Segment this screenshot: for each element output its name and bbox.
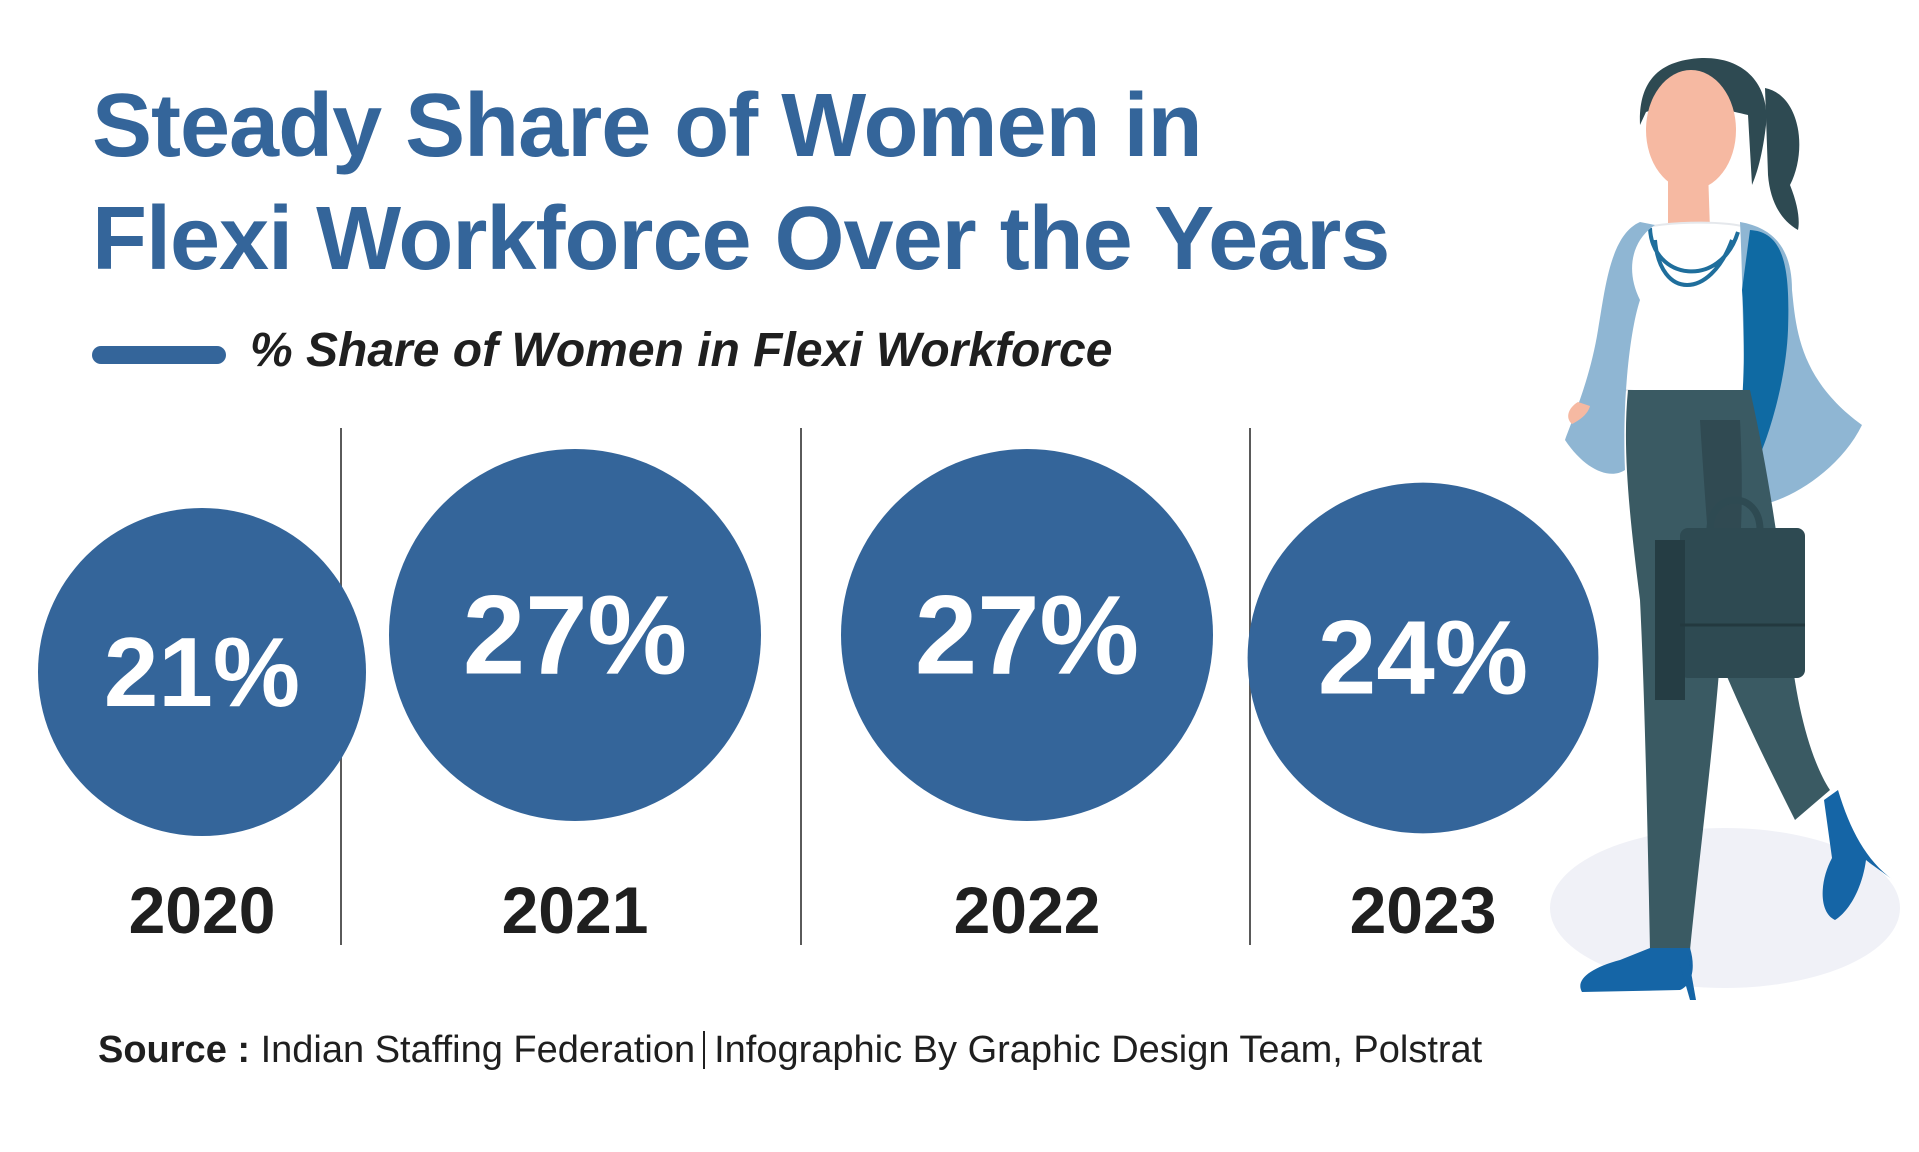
source-footer: Source : Indian Staffing Federation Infog… <box>98 1026 1482 1074</box>
title-line-2: Flexi Workforce Over the Years <box>92 189 1390 289</box>
briefcase <box>1680 528 1805 678</box>
face <box>1646 70 1736 190</box>
value-label-2022: 27% <box>915 573 1139 698</box>
bubble-2021 <box>389 449 761 821</box>
left-hand <box>1568 402 1590 424</box>
bubble-2020 <box>38 508 366 836</box>
briefcase-side <box>1655 540 1685 700</box>
value-label-2023: 24% <box>1318 600 1528 717</box>
bubble-2022 <box>841 449 1213 821</box>
legend-line-swatch <box>92 346 226 364</box>
title-line-1: Steady Share of Women in <box>92 76 1203 176</box>
bubble-2023 <box>1247 482 1599 834</box>
heel-back <box>1680 955 1696 1000</box>
blouse <box>1623 221 1757 395</box>
value-label-2020: 21% <box>104 617 300 727</box>
year-label-2023: 2023 <box>1350 873 1497 947</box>
footer-separator <box>703 1031 706 1069</box>
shoe-back <box>1580 948 1693 992</box>
source-label: Source : <box>98 1029 251 1071</box>
credit-text: Infographic By Graphic Design Team, Pols… <box>714 1029 1483 1071</box>
chart-title: Steady Share of Women in Flexi Workforce… <box>92 70 1592 296</box>
shoe-front <box>1822 790 1893 920</box>
legend-label: % Share of Women in Flexi Workforce <box>250 324 1113 377</box>
briefcase-handle <box>1706 496 1764 531</box>
year-label-2022: 2022 <box>954 873 1101 947</box>
year-label-2021: 2021 <box>502 873 649 947</box>
woman-with-briefcase-illustration <box>1550 57 1900 1000</box>
value-label-2021: 27% <box>463 573 687 698</box>
year-label-2020: 2020 <box>129 873 276 947</box>
ground-shadow <box>1550 828 1900 988</box>
hair-ponytail <box>1765 88 1800 230</box>
necklace <box>1648 227 1740 287</box>
source-name: Indian Staffing Federation <box>260 1029 696 1071</box>
